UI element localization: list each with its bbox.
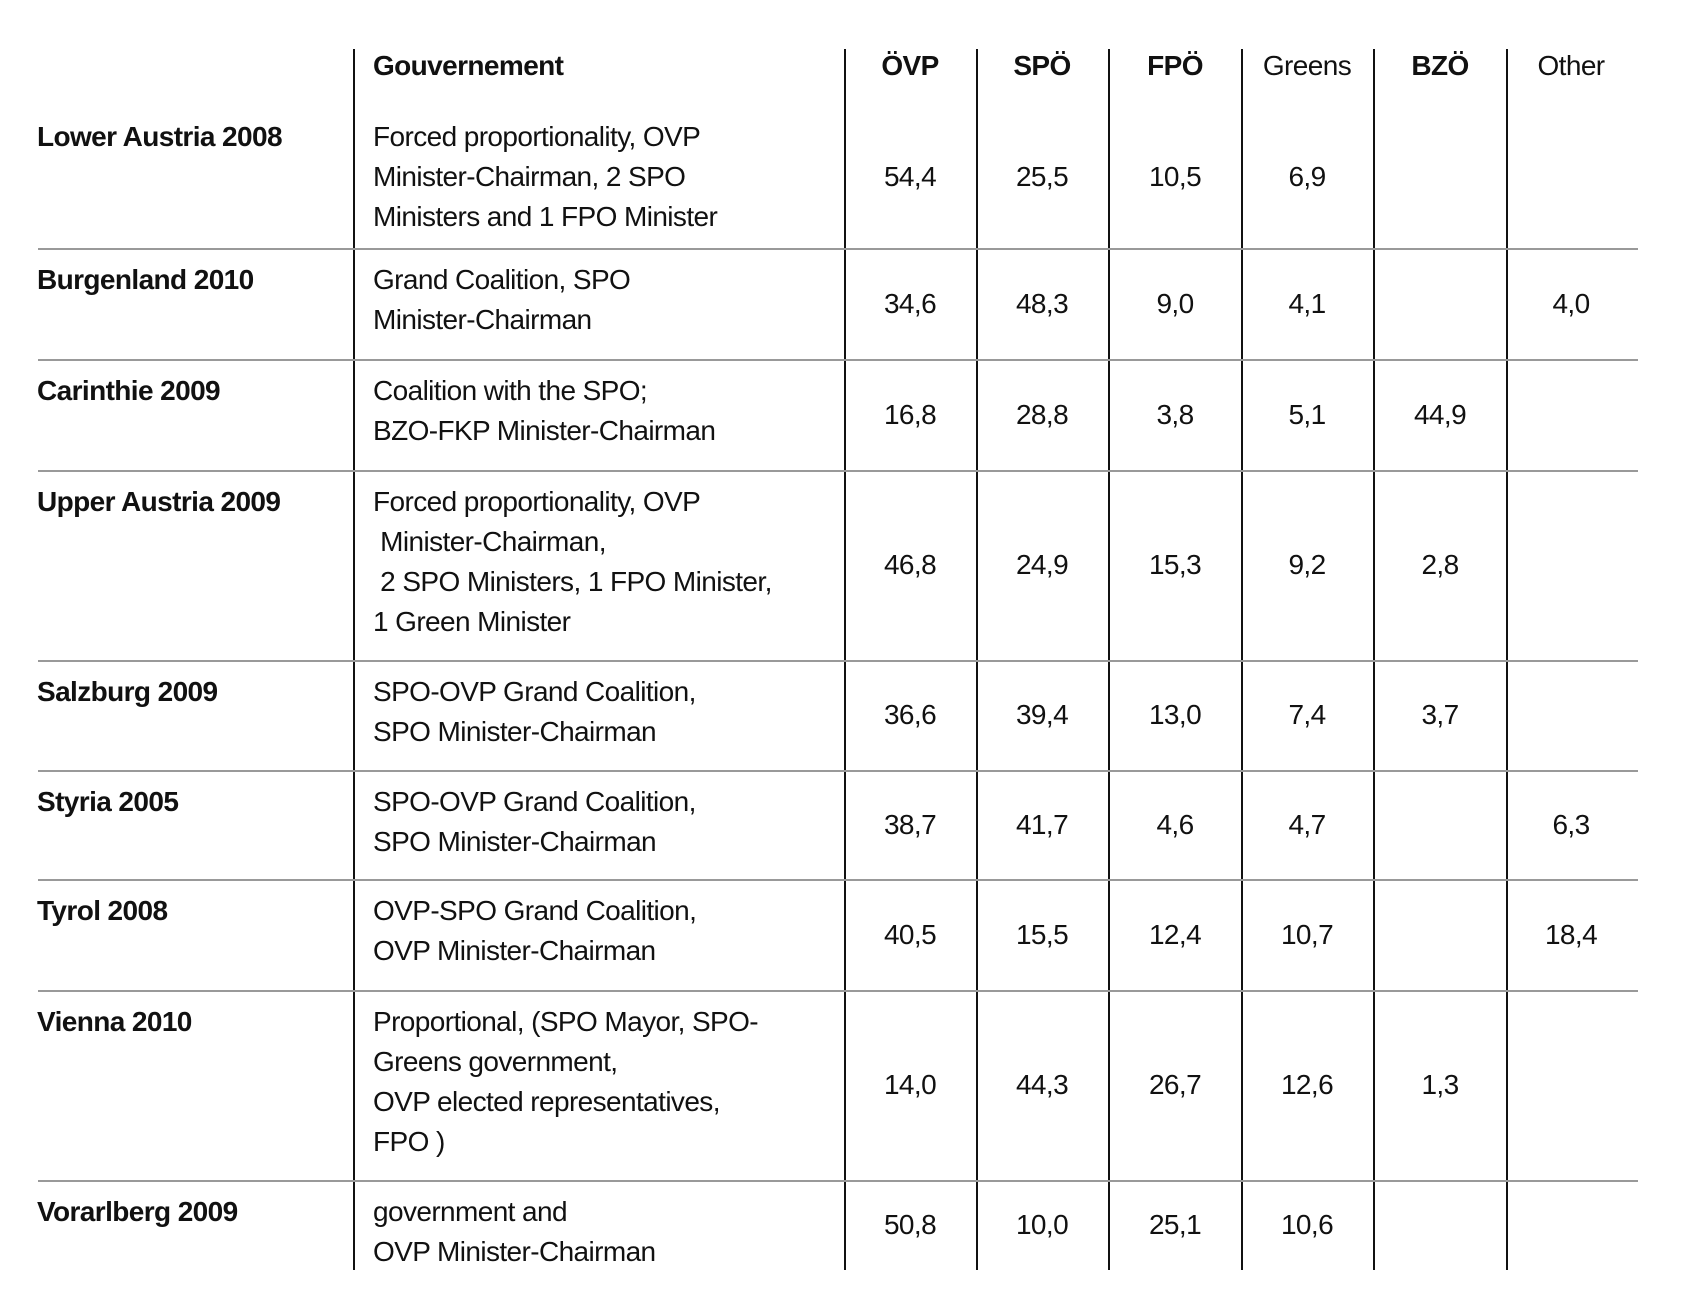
value-cell: 24,9 [1015, 549, 1069, 580]
value-cell: 44,9 [1413, 398, 1467, 430]
value-cell: 9,2 [1288, 549, 1326, 580]
header-cell: SPÖ [1013, 50, 1071, 81]
value-cell: 10,7 [1280, 918, 1334, 950]
value-cell: 3,8 [1156, 398, 1194, 430]
value-cell: 46,8 [883, 549, 937, 580]
column-rule [1241, 49, 1243, 1270]
value-cell: 15,3 [1148, 549, 1202, 580]
value-cell: 39,4 [1015, 699, 1069, 730]
value-cell: 48,3 [1015, 287, 1069, 319]
row-rule [38, 470, 1638, 472]
value-cell: 4,7 [1288, 808, 1326, 840]
value-cell: 44,3 [1015, 1069, 1069, 1100]
row-rule [38, 1180, 1638, 1182]
header-cell: BZÖ [1411, 50, 1469, 81]
value-cell: 4,0 [1552, 287, 1590, 319]
value-cell: 38,7 [883, 808, 937, 840]
government-line: FPO ) [373, 1126, 445, 1157]
value-cell: 4,6 [1156, 808, 1194, 840]
value-cell: 12,6 [1280, 1069, 1334, 1100]
government-line: government and [373, 1196, 568, 1227]
government-line: Grand Coalition, SPO [373, 264, 631, 295]
government-line: SPO-OVP Grand Coalition, [373, 786, 696, 817]
value-cell: 34,6 [883, 287, 937, 319]
region-cell: Styria 2005 [37, 786, 179, 817]
value-cell: 7,4 [1288, 699, 1326, 730]
value-cell: 4,1 [1288, 287, 1326, 319]
row-rule [38, 359, 1638, 361]
region-cell: Lower Austria 2008 [37, 121, 283, 152]
value-cell: 54,4 [883, 160, 937, 192]
government-line: SPO Minister-Chairman [373, 826, 657, 857]
government-line: SPO Minister-Chairman [373, 716, 657, 747]
region-cell: Burgenland 2010 [37, 264, 254, 295]
government-line: Greens government, [373, 1046, 618, 1077]
government-line: Minister-Chairman, 2 SPO [373, 161, 686, 192]
value-cell: 3,7 [1421, 699, 1459, 730]
column-rule [353, 49, 355, 1270]
region-cell: Carinthie 2009 [37, 375, 221, 406]
row-rule [38, 990, 1638, 992]
value-cell: 13,0 [1148, 699, 1202, 730]
header-cell: Gouvernement [373, 50, 564, 81]
row-rule [38, 248, 1638, 250]
value-cell: 2,8 [1421, 549, 1459, 580]
government-line: Proportional, (SPO Mayor, SPO- [373, 1006, 759, 1037]
value-cell: 16,8 [883, 398, 937, 430]
government-line: Coalition with the SPO; [373, 375, 648, 406]
value-cell: 10,5 [1148, 160, 1202, 192]
row-rule [38, 879, 1638, 881]
government-line: Minister-Chairman [373, 304, 592, 335]
value-cell: 9,0 [1156, 287, 1194, 319]
government-line: OVP-SPO Grand Coalition, [373, 895, 697, 926]
government-line: BZO-FKP Minister-Chairman [373, 415, 716, 446]
value-cell: 14,0 [883, 1069, 937, 1100]
value-cell: 5,1 [1288, 398, 1326, 430]
government-line: OVP Minister-Chairman [373, 935, 656, 966]
column-rule [1373, 49, 1375, 1270]
value-cell: 28,8 [1015, 398, 1069, 430]
government-line: OVP elected representatives, [373, 1086, 720, 1117]
row-rule [38, 660, 1638, 662]
region-cell: Vorarlberg 2009 [37, 1196, 238, 1227]
value-cell: 41,7 [1015, 808, 1069, 840]
government-line: Forced proportionality, OVP [373, 121, 701, 152]
value-cell: 26,7 [1148, 1069, 1202, 1100]
value-cell: 10,6 [1280, 1209, 1334, 1240]
value-cell: 25,1 [1148, 1209, 1202, 1240]
header-cell: FPÖ [1147, 50, 1203, 81]
header-cell: Greens [1262, 50, 1352, 81]
value-cell: 1,3 [1421, 1069, 1459, 1100]
header-cell: Other [1537, 50, 1605, 81]
column-rule [1108, 49, 1110, 1270]
region-cell: Upper Austria 2009 [37, 486, 281, 517]
value-cell: 36,6 [883, 699, 937, 730]
column-rule [844, 49, 846, 1270]
value-cell: 10,0 [1015, 1209, 1069, 1240]
government-line: SPO-OVP Grand Coalition, [373, 676, 696, 707]
column-rule [976, 49, 978, 1270]
region-cell: Tyrol 2008 [37, 895, 168, 926]
column-rule [1506, 49, 1508, 1270]
header-cell: ÖVP [881, 50, 939, 81]
value-cell: 6,3 [1552, 808, 1590, 840]
government-line: OVP Minister-Chairman [373, 1236, 656, 1267]
government-line: 2 SPO Ministers, 1 FPO Minister, [373, 566, 772, 597]
government-line: 1 Green Minister [373, 606, 571, 637]
value-cell: 40,5 [883, 918, 937, 950]
government-line: Minister-Chairman, [373, 526, 606, 557]
value-cell: 18,4 [1544, 918, 1598, 950]
value-cell: 15,5 [1015, 918, 1069, 950]
region-cell: Salzburg 2009 [37, 676, 218, 707]
value-cell: 25,5 [1015, 160, 1069, 192]
value-cell: 12,4 [1148, 918, 1202, 950]
government-line: Ministers and 1 FPO Minister [373, 201, 718, 232]
value-cell: 50,8 [883, 1209, 937, 1240]
region-cell: Vienna 2010 [37, 1006, 192, 1037]
value-cell: 6,9 [1288, 160, 1326, 192]
row-rule [38, 770, 1638, 772]
government-line: Forced proportionality, OVP [373, 486, 701, 517]
